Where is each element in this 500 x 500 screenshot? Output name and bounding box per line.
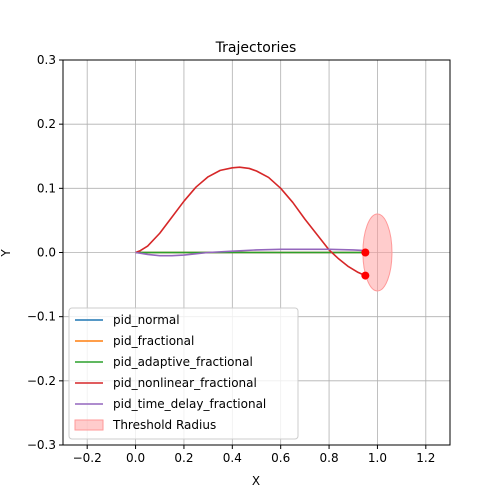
endpoint-marker	[361, 271, 370, 280]
x-tick-label: 0.6	[271, 451, 290, 465]
legend-box	[68, 307, 299, 440]
y-tick-label: 0.1	[37, 181, 56, 195]
y-tick-label: 0.0	[37, 246, 56, 260]
legend-label: pid_nonlinear_fractional	[113, 376, 257, 390]
legend-label: pid_normal	[113, 313, 180, 327]
x-tick-label: 1.2	[416, 451, 435, 465]
endpoint-marker	[361, 248, 370, 257]
chart-title: Trajectories	[215, 40, 297, 56]
legend-label: pid_fractional	[113, 334, 194, 348]
series-line-pid-time-delay-fractional	[135, 248, 366, 257]
legend-label: pid_time_delay_fractional	[113, 397, 266, 411]
x-tick-label: −0.2	[73, 451, 102, 465]
y-tick-label: −0.1	[27, 310, 56, 324]
x-tick-label: 0.0	[126, 451, 145, 465]
endpoint-markers	[361, 248, 370, 280]
series-line-pid-nonlinear-fractional	[135, 166, 366, 277]
y-axis-label: Y	[0, 249, 13, 258]
y-tick-label: 0.2	[37, 117, 56, 131]
y-tick-label: −0.2	[27, 374, 56, 388]
legend-label: pid_adaptive_fractional	[113, 355, 253, 369]
x-tick-label: 1.0	[368, 451, 387, 465]
legend-label: Threshold Radius	[112, 418, 216, 432]
x-axis-ticks: −0.2 0.0 0.2 0.4 0.6 0.8 1.0 1.2	[73, 445, 435, 465]
y-axis-ticks: −0.3 −0.2 −0.1 0.0 0.1 0.2 0.3	[27, 53, 63, 452]
x-tick-label: 0.8	[320, 451, 339, 465]
legend-swatch-threshold-radius	[74, 419, 104, 431]
legend: pid_normal pid_fractional pid_adaptive_fra…	[68, 307, 299, 440]
x-axis-label: X	[252, 474, 260, 488]
x-tick-label: 0.4	[223, 451, 242, 465]
x-tick-label: 0.2	[174, 451, 193, 465]
y-tick-label: −0.3	[27, 438, 56, 452]
series-layer	[135, 166, 366, 277]
y-tick-label: 0.3	[37, 53, 56, 67]
